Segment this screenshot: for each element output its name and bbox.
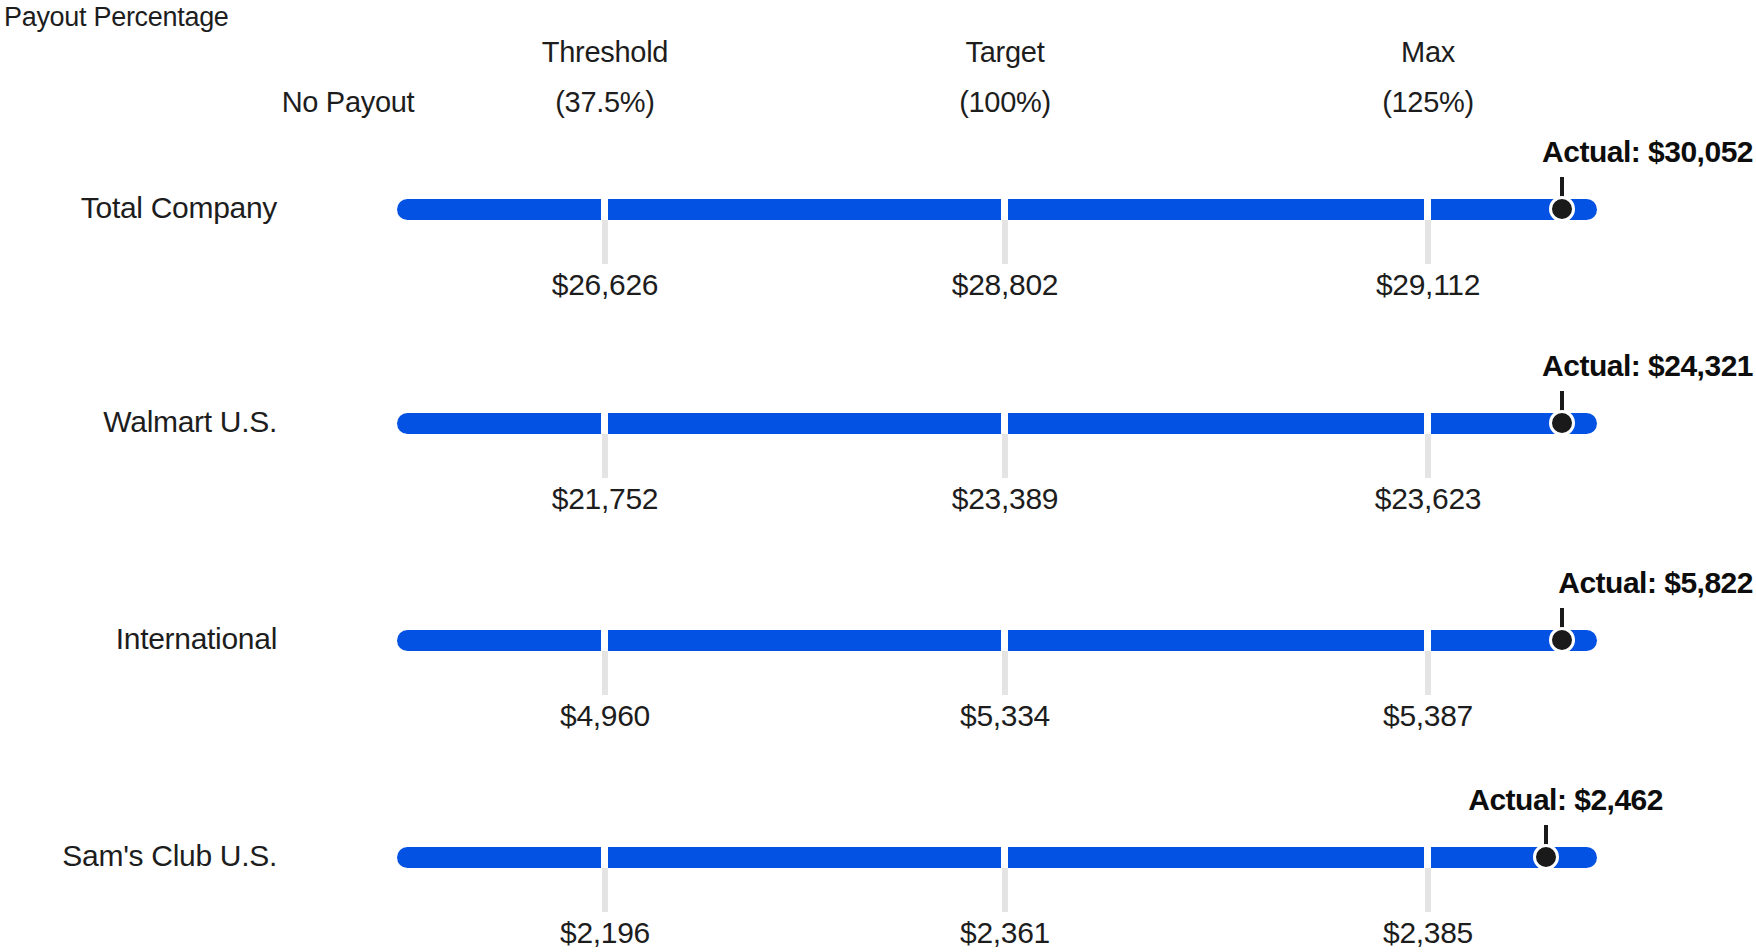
column-header-percent: (37.5%) — [455, 86, 755, 119]
threshold-value: $2,196 — [495, 916, 715, 950]
max-value: $29,112 — [1318, 268, 1538, 302]
chart-title: Payout Percentage — [4, 2, 229, 33]
max-tick — [1424, 199, 1431, 220]
target-tick — [1001, 199, 1008, 220]
row-label: Walmart U.S. — [0, 405, 277, 439]
column-header-percent: (100%) — [855, 86, 1155, 119]
actual-value-label: Actual: $30,052 — [1542, 135, 1753, 169]
threshold-tick — [601, 630, 608, 651]
threshold-value: $26,626 — [495, 268, 715, 302]
max-tick — [1424, 630, 1431, 651]
row-label: Sam's Club U.S. — [0, 839, 277, 873]
threshold-value: $21,752 — [495, 482, 715, 516]
threshold-tick-extension — [602, 220, 608, 264]
max-tick — [1424, 847, 1431, 868]
target-tick-extension — [1002, 434, 1008, 478]
row-label: International — [0, 622, 277, 656]
max-tick-extension — [1425, 220, 1431, 264]
target-tick-extension — [1002, 868, 1008, 912]
payout-bar — [397, 630, 1597, 651]
threshold-tick — [601, 199, 608, 220]
payout-bar — [397, 199, 1597, 220]
actual-marker-dot — [1533, 844, 1559, 870]
payout-percentage-chart: Payout Percentage No Payout Threshold (3… — [0, 0, 1756, 952]
target-tick — [1001, 630, 1008, 651]
actual-marker-dot — [1549, 410, 1575, 436]
max-tick — [1424, 413, 1431, 434]
max-value: $5,387 — [1318, 699, 1538, 733]
target-tick-extension — [1002, 220, 1008, 264]
max-value: $2,385 — [1318, 916, 1538, 950]
actual-marker-dot — [1549, 627, 1575, 653]
payout-bar — [397, 413, 1597, 434]
actual-value-label: Actual: $5,822 — [1558, 566, 1753, 600]
column-header-label: Max — [1278, 36, 1578, 69]
chart-row-sams-club-us: Actual: $2,462 Sam's Club U.S. $2,196 $2… — [0, 782, 1756, 952]
target-value: $28,802 — [895, 268, 1115, 302]
max-value: $23,623 — [1318, 482, 1538, 516]
target-tick-extension — [1002, 651, 1008, 695]
column-header-label: Threshold — [455, 36, 755, 69]
target-tick — [1001, 413, 1008, 434]
actual-value-label: Actual: $24,321 — [1542, 349, 1753, 383]
threshold-value: $4,960 — [495, 699, 715, 733]
chart-row-international: Actual: $5,822 International $4,960 $5,3… — [0, 565, 1756, 745]
actual-value-label: Actual: $2,462 — [1468, 783, 1663, 817]
threshold-tick-extension — [602, 868, 608, 912]
column-header-percent: (125%) — [1278, 86, 1578, 119]
threshold-tick-extension — [602, 434, 608, 478]
chart-row-total-company: Actual: $30,052 Total Company $26,626 $2… — [0, 134, 1756, 314]
threshold-tick — [601, 847, 608, 868]
row-label: Total Company — [0, 191, 277, 225]
max-tick-extension — [1425, 434, 1431, 478]
target-value: $5,334 — [895, 699, 1115, 733]
actual-marker-dot — [1549, 196, 1575, 222]
target-tick — [1001, 847, 1008, 868]
target-value: $2,361 — [895, 916, 1115, 950]
column-header-label: No Payout — [198, 86, 498, 119]
target-value: $23,389 — [895, 482, 1115, 516]
payout-bar — [397, 847, 1597, 868]
max-tick-extension — [1425, 651, 1431, 695]
column-header-label: Target — [855, 36, 1155, 69]
threshold-tick-extension — [602, 651, 608, 695]
max-tick-extension — [1425, 868, 1431, 912]
threshold-tick — [601, 413, 608, 434]
chart-row-walmart-us: Actual: $24,321 Walmart U.S. $21,752 $23… — [0, 348, 1756, 528]
